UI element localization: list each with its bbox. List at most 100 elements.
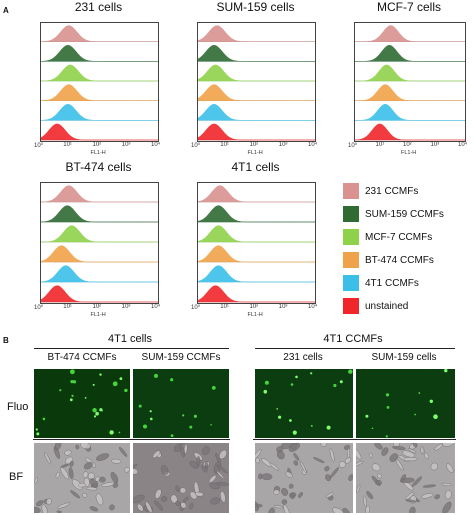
- cell-shape: [196, 456, 201, 467]
- fluorescent-cell: [418, 392, 421, 394]
- cell-shape: [43, 451, 52, 465]
- cell-shape: [124, 467, 130, 473]
- histogram-peak: [198, 225, 315, 243]
- x-tick-label: 10²: [403, 142, 412, 148]
- cell-shape: [381, 447, 389, 456]
- cell-shape: [420, 446, 424, 455]
- x-tick-label: 10³: [121, 142, 131, 148]
- legend-item: SUM-159 CCMFs: [343, 206, 444, 222]
- histogram-title: BT-474 cells: [65, 160, 132, 174]
- cell-shape: [175, 501, 181, 507]
- histogram-title: 4T1 cells: [231, 160, 280, 174]
- fluorescent-cell: [385, 393, 390, 397]
- x-tick-label: 10²: [249, 142, 259, 148]
- x-axis-label: FL1-H: [247, 150, 263, 156]
- cell-shape: [400, 477, 415, 484]
- histogram-peak: [41, 123, 158, 141]
- histogram-peak: [41, 265, 158, 283]
- legend-item: MCF-7 CCMFs: [343, 229, 432, 245]
- cell-shape: [392, 445, 406, 450]
- histogram-peak: [355, 123, 465, 141]
- x-tick-label: 10⁴: [151, 304, 161, 310]
- group-title-right: 4T1 CCMFs: [323, 333, 383, 345]
- x-axis-label: FL1-H: [401, 150, 417, 156]
- fluorescent-cell: [70, 380, 74, 384]
- fluorescence-image: [34, 369, 130, 438]
- cell-shape: [216, 470, 225, 480]
- fluorescent-cell: [263, 389, 268, 394]
- x-tick-label: 10⁴: [308, 304, 318, 310]
- cell-shape: [110, 471, 119, 484]
- histogram-peak: [41, 245, 158, 263]
- histogram-peak: [355, 84, 465, 101]
- cell-shape: [216, 481, 229, 486]
- cell-shape: [289, 492, 295, 500]
- cell-shape: [405, 499, 417, 503]
- fluorescent-cell: [72, 380, 77, 384]
- legend-item: BT-474 CCMFs: [343, 252, 434, 268]
- histogram-plot: [197, 182, 316, 304]
- cell-shape: [356, 447, 362, 460]
- cell-shape: [423, 452, 430, 459]
- cell-shape: [57, 502, 71, 509]
- cell-shape: [255, 500, 259, 512]
- fluorescence-image: [255, 369, 353, 438]
- fluorescent-cell: [99, 373, 102, 376]
- fluorescent-cell: [429, 399, 433, 403]
- cell-shape: [298, 492, 303, 498]
- cell-shape: [356, 460, 364, 467]
- x-axis-label: FL1-H: [247, 312, 263, 318]
- cell-shape: [215, 452, 221, 463]
- group-title-left: 4T1 cells: [107, 333, 153, 345]
- cell-shape: [348, 474, 353, 481]
- fluorescent-cell: [93, 415, 97, 418]
- legend-label: 4T1 CCMFs: [365, 277, 419, 289]
- cell-shape: [195, 491, 204, 497]
- legend-label: unstained: [365, 300, 409, 312]
- cell-shape: [182, 496, 189, 503]
- histogram-peak: [41, 25, 158, 42]
- cell-shape: [133, 463, 138, 469]
- cell-shape: [288, 443, 301, 452]
- cell-shape: [255, 449, 262, 461]
- cell-shape: [133, 468, 138, 475]
- cell-shape: [179, 487, 187, 494]
- fluorescent-cell: [119, 377, 123, 380]
- group-underline: [255, 348, 455, 349]
- cell-shape: [434, 494, 441, 500]
- legend-item: 4T1 CCMFs: [343, 275, 419, 291]
- fluorescent-cell: [326, 425, 331, 430]
- cell-shape: [442, 501, 452, 513]
- cell-shape: [133, 494, 145, 504]
- fluorescent-cell: [35, 428, 38, 431]
- cell-shape: [99, 476, 106, 483]
- cell-shape: [145, 501, 153, 513]
- x-tick-label: 10⁰: [34, 143, 44, 149]
- fluorescent-cell: [182, 414, 185, 417]
- cell-shape: [86, 486, 98, 491]
- cell-shape: [255, 457, 260, 464]
- histogram-peak: [41, 84, 158, 101]
- cell-shape: [293, 452, 300, 461]
- fluorescent-cell: [42, 417, 46, 421]
- column-title: 231 cells: [283, 352, 323, 363]
- histogram-plot: [40, 182, 159, 304]
- cell-shape: [329, 467, 339, 479]
- fluorescent-cell: [339, 380, 343, 384]
- fluorescent-cell: [292, 430, 297, 435]
- fluorescent-cell: [92, 408, 97, 413]
- fluorescent-cell: [138, 404, 142, 408]
- cell-shape: [82, 492, 88, 498]
- histogram-peak: [198, 25, 315, 42]
- fluorescent-cell: [444, 369, 448, 373]
- cell-shape: [329, 447, 335, 462]
- cell-shape: [273, 505, 284, 509]
- legend-swatch: [343, 252, 359, 268]
- cell-shape: [170, 494, 178, 504]
- cell-shape: [70, 490, 81, 499]
- cell-shape: [154, 500, 164, 511]
- fluorescent-cell: [95, 411, 99, 416]
- cell-shape: [201, 446, 210, 455]
- x-tick-label: 10³: [430, 142, 440, 148]
- histogram-peak: [41, 64, 158, 82]
